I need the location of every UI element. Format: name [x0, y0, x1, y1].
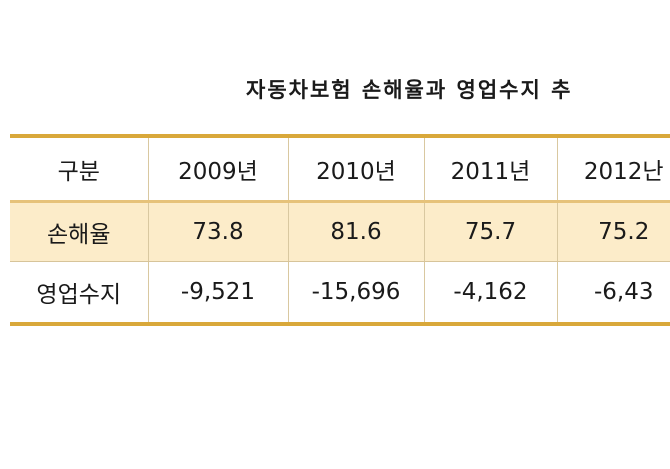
- cell-loss-ratio-2011: 75.7: [423, 201, 557, 262]
- header-cell-2012: 2012난: [556, 134, 670, 203]
- header-cell-2011: 2011년: [423, 134, 557, 203]
- table-title: 자동차보험 손해율과 영업수지 추: [246, 78, 573, 102]
- data-table: 구분 2009년 2010년 2011년 2012난 손해율 73.8 81.6…: [10, 134, 670, 326]
- cell-operating-balance-2012: -6,43: [556, 261, 670, 326]
- cell-operating-balance-2009: -9,521: [147, 261, 288, 326]
- header-row: 구분 2009년 2010년 2011년 2012난: [10, 134, 670, 203]
- row-label-loss-ratio: 손해율: [10, 201, 148, 262]
- cell-operating-balance-2011: -4,162: [423, 261, 557, 326]
- cell-loss-ratio-2012: 75.2: [556, 201, 670, 262]
- header-cell-2010: 2010년: [287, 134, 424, 203]
- cell-loss-ratio-2010: 81.6: [287, 201, 424, 262]
- header-cell-2009: 2009년: [147, 134, 288, 203]
- cell-operating-balance-2010: -15,696: [287, 261, 424, 326]
- table-row-loss-ratio: 손해율 73.8 81.6 75.7 75.2: [10, 201, 670, 262]
- row-label-operating-balance: 영업수지: [10, 261, 148, 326]
- table-row-operating-balance: 영업수지 -9,521 -15,696 -4,162 -6,43: [10, 261, 670, 326]
- cell-loss-ratio-2009: 73.8: [147, 201, 288, 262]
- header-cell-category: 구분: [10, 134, 148, 203]
